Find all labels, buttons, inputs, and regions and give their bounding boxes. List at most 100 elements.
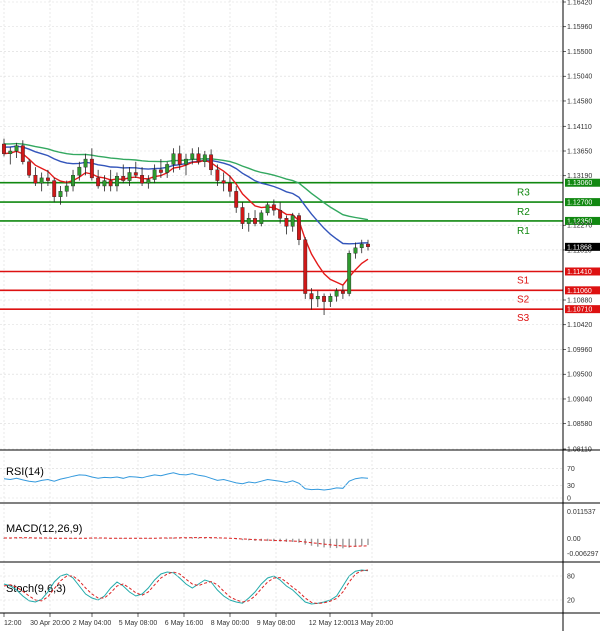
level-price-label: 1.11060 xyxy=(567,288,592,295)
candle-body xyxy=(8,150,13,154)
candle xyxy=(8,147,13,165)
stoch-tick-label: 80 xyxy=(567,574,575,581)
candle xyxy=(278,202,283,224)
candle xyxy=(228,175,232,197)
candle-body xyxy=(96,177,101,187)
candle-body xyxy=(234,191,239,208)
candle xyxy=(196,147,201,165)
candle xyxy=(152,164,157,184)
stoch-title: Stoch(9,6,3) xyxy=(6,583,66,595)
candle xyxy=(52,177,57,203)
level-price-label: 1.10710 xyxy=(567,307,592,314)
stoch-panel: Stoch(9,6,3) xyxy=(6,583,66,595)
x-tick-label: 30 Apr 20:00 xyxy=(30,620,70,627)
candle-body xyxy=(334,290,339,297)
candle-body xyxy=(52,180,57,197)
candle-body xyxy=(102,180,107,187)
candle xyxy=(347,250,352,297)
candle xyxy=(334,288,339,302)
candle-body xyxy=(366,243,370,247)
x-tick-label: 12:00 xyxy=(4,620,22,627)
candle xyxy=(366,239,370,251)
candlesticks xyxy=(2,138,370,316)
candle xyxy=(221,172,226,192)
candle xyxy=(158,159,163,178)
candle-body xyxy=(265,204,270,214)
macd-signal-line xyxy=(4,537,369,547)
candle-body xyxy=(215,169,220,181)
candle xyxy=(328,293,333,307)
candle-body xyxy=(140,175,144,184)
candle xyxy=(309,288,314,310)
level-price-tag xyxy=(565,286,600,295)
candle-body xyxy=(146,179,151,184)
candle xyxy=(271,199,276,216)
candle xyxy=(215,164,220,186)
y-tick-label: 1.09040 xyxy=(567,396,592,403)
candle-body xyxy=(83,158,88,168)
candle-body xyxy=(340,290,345,294)
candle xyxy=(209,149,214,176)
candle xyxy=(359,239,364,254)
candle-body xyxy=(152,169,157,180)
y-tick-label: 1.14580 xyxy=(567,98,592,105)
x-tick-label: 8 May 00:00 xyxy=(211,620,250,627)
x-tick-label: 6 May 16:00 xyxy=(165,620,204,627)
candle-body xyxy=(58,191,63,197)
candle xyxy=(89,148,94,181)
rsi-panel: RSI(14) xyxy=(6,466,44,478)
macd-title: MACD(12,26,9) xyxy=(6,523,82,535)
candle-body xyxy=(246,218,251,224)
level-price-tag xyxy=(565,178,600,187)
macd-panel: MACD(12,26,9) xyxy=(6,523,82,535)
candle xyxy=(290,212,295,232)
candle xyxy=(115,172,119,192)
candle-body xyxy=(158,169,163,173)
candle-body xyxy=(46,177,50,181)
candle-body xyxy=(209,154,214,171)
candle xyxy=(146,175,151,189)
macd-tick-label: 0.011537 xyxy=(567,509,596,516)
candle-body xyxy=(347,253,352,294)
candle xyxy=(140,167,144,186)
candle-body xyxy=(184,158,188,165)
level-price-label: 1.11410 xyxy=(567,269,592,276)
candle-body xyxy=(77,166,82,176)
rsi-tick-label: 30 xyxy=(567,483,575,490)
y-tick-label: 1.09960 xyxy=(567,347,592,354)
x-tick-label: 2 May 04:00 xyxy=(73,620,112,627)
candle-body xyxy=(33,175,38,184)
level-price-label: 1.12700 xyxy=(567,200,592,207)
y-tick-label: 1.15500 xyxy=(567,49,592,56)
candle xyxy=(133,161,138,178)
candle xyxy=(83,153,88,176)
y-tick-label: 1.13650 xyxy=(567,149,592,156)
rsi-tick-label: 0 xyxy=(567,496,571,503)
candle xyxy=(71,169,75,192)
candle-body xyxy=(177,153,182,165)
candle-body xyxy=(190,153,195,160)
candle-body xyxy=(290,215,295,227)
candle-body xyxy=(240,207,245,224)
candle-body xyxy=(127,172,132,181)
candle xyxy=(171,148,176,173)
candle-body xyxy=(89,158,94,179)
candle xyxy=(190,148,195,165)
candle-body xyxy=(27,161,32,176)
level-price-tag xyxy=(565,305,600,314)
stoch-tick-label: 20 xyxy=(567,598,575,605)
price-axis: 1.16420 1.15960 1.15500 1.15040 1.14580 1.141… xyxy=(563,0,600,454)
candle xyxy=(127,167,132,186)
y-tick-label: 1.12270 xyxy=(567,223,592,230)
level-price-tag xyxy=(565,216,600,225)
y-tick-label: 1.14110 xyxy=(567,124,592,131)
candle-body xyxy=(108,180,113,187)
y-tick-label: 1.15040 xyxy=(567,74,592,81)
candle-body xyxy=(259,212,264,224)
candle xyxy=(340,285,345,299)
candle-body xyxy=(315,296,320,300)
level-label-r2: R2 xyxy=(517,207,530,218)
price-panel: R3 1.13060 R2 1.12700 R1 1.12350 S1 1.11410 S2 1.… xyxy=(0,0,600,612)
candle xyxy=(33,167,38,186)
